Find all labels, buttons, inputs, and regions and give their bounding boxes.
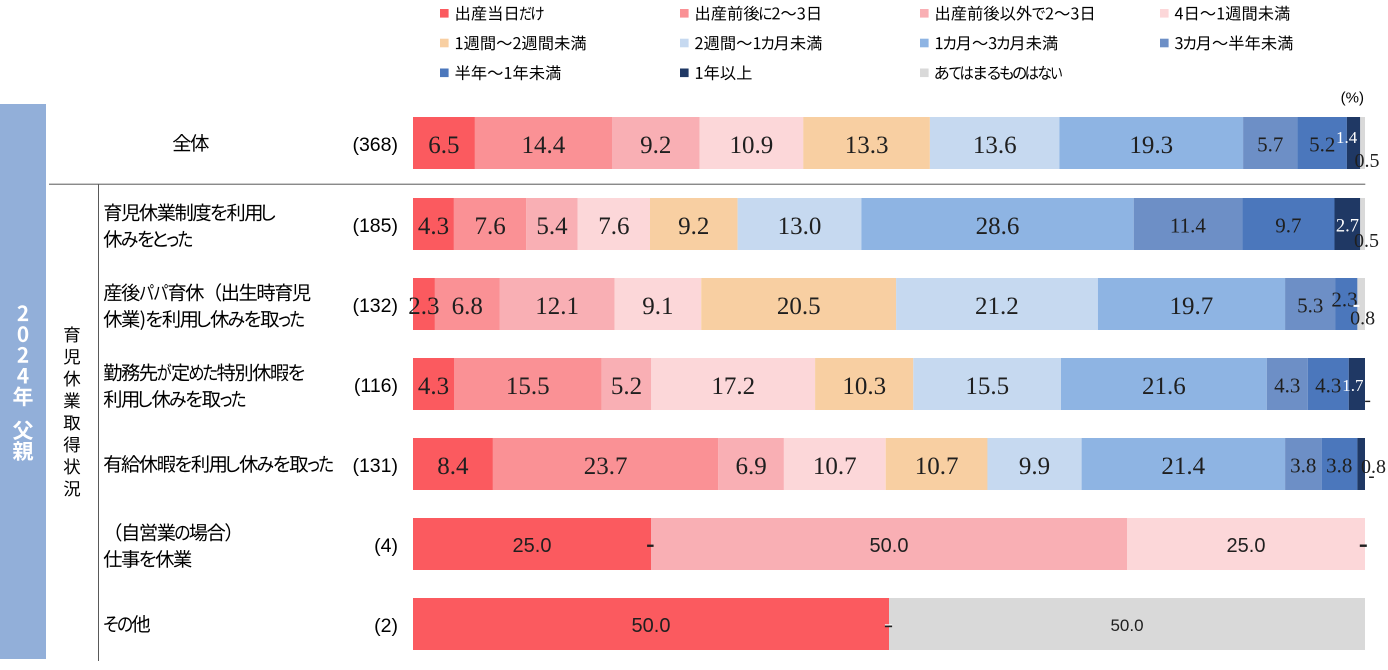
svg-text:20.5: 20.5 (777, 293, 821, 320)
svg-text:5.2: 5.2 (1309, 132, 1335, 156)
svg-text:9.7: 9.7 (1275, 213, 1301, 237)
svg-text:17.2: 17.2 (711, 373, 755, 400)
svg-text:(4): (4) (374, 535, 398, 557)
svg-text:28.6: 28.6 (976, 213, 1020, 240)
svg-text:2.7: 2.7 (1336, 216, 1359, 236)
svg-text:0.5: 0.5 (1354, 230, 1379, 252)
svg-text:5.3: 5.3 (1297, 293, 1323, 317)
svg-text:1.4: 1.4 (1336, 128, 1358, 147)
svg-text:13.0: 13.0 (778, 213, 822, 240)
svg-text:6.8: 6.8 (452, 293, 483, 320)
svg-text:15.5: 15.5 (965, 373, 1009, 400)
svg-text:4.3: 4.3 (418, 213, 449, 240)
svg-text:21.4: 21.4 (1161, 453, 1205, 480)
svg-text:4.3: 4.3 (418, 373, 449, 400)
svg-text:50.0: 50.0 (632, 615, 671, 637)
svg-text:9.2: 9.2 (640, 132, 671, 159)
svg-text:19.3: 19.3 (1129, 132, 1173, 159)
svg-text:21.2: 21.2 (975, 293, 1019, 320)
svg-text:14.4: 14.4 (522, 132, 566, 159)
svg-text:23.7: 23.7 (584, 453, 628, 480)
svg-text:10.7: 10.7 (915, 453, 959, 480)
svg-text:25.0: 25.0 (1227, 535, 1266, 557)
svg-text:6.5: 6.5 (428, 132, 459, 159)
svg-text:6.9: 6.9 (735, 453, 766, 480)
svg-text:13.6: 13.6 (973, 132, 1017, 159)
svg-text:10.3: 10.3 (842, 373, 886, 400)
svg-text:7.6: 7.6 (474, 213, 505, 240)
svg-text:19.7: 19.7 (1170, 293, 1214, 320)
svg-text:0.8: 0.8 (1350, 308, 1375, 330)
svg-text:9.2: 9.2 (678, 213, 709, 240)
svg-text:21.6: 21.6 (1142, 373, 1186, 400)
svg-text:5.4: 5.4 (536, 213, 568, 240)
svg-text:7.6: 7.6 (598, 213, 629, 240)
svg-text:8.4: 8.4 (437, 453, 469, 480)
svg-text:3.8: 3.8 (1326, 453, 1352, 477)
svg-text:15.5: 15.5 (506, 373, 550, 400)
svg-text:50.0: 50.0 (870, 535, 909, 557)
svg-text:9.1: 9.1 (642, 293, 673, 320)
svg-text:10.9: 10.9 (730, 132, 774, 159)
svg-text:(2): (2) (374, 615, 398, 637)
svg-text:12.1: 12.1 (535, 293, 579, 320)
svg-text:0.8: 0.8 (1361, 456, 1386, 478)
svg-text:3.8: 3.8 (1290, 453, 1316, 477)
svg-text:0.5: 0.5 (1355, 150, 1380, 172)
svg-text:25.0: 25.0 (513, 535, 552, 557)
svg-text:(132): (132) (352, 295, 398, 317)
svg-text:11.4: 11.4 (1170, 213, 1206, 237)
svg-text:(185): (185) (352, 215, 398, 237)
svg-text:5.2: 5.2 (611, 373, 642, 400)
svg-text:2.3: 2.3 (408, 293, 439, 320)
svg-text:2.3: 2.3 (1331, 287, 1357, 311)
svg-text:13.3: 13.3 (845, 132, 889, 159)
svg-text:4.3: 4.3 (1274, 373, 1300, 397)
svg-text:(368): (368) (352, 134, 398, 156)
svg-text:(116): (116) (354, 375, 398, 397)
svg-text:5.7: 5.7 (1257, 132, 1283, 156)
svg-text:10.7: 10.7 (813, 453, 857, 480)
svg-text:1.7: 1.7 (1342, 376, 1364, 395)
svg-text:(131): (131) (352, 455, 398, 477)
svg-text:50.0: 50.0 (1110, 616, 1143, 635)
svg-text:(%): (%) (1341, 90, 1364, 107)
svg-text:9.9: 9.9 (1019, 453, 1050, 480)
svg-text:4.3: 4.3 (1315, 373, 1341, 397)
